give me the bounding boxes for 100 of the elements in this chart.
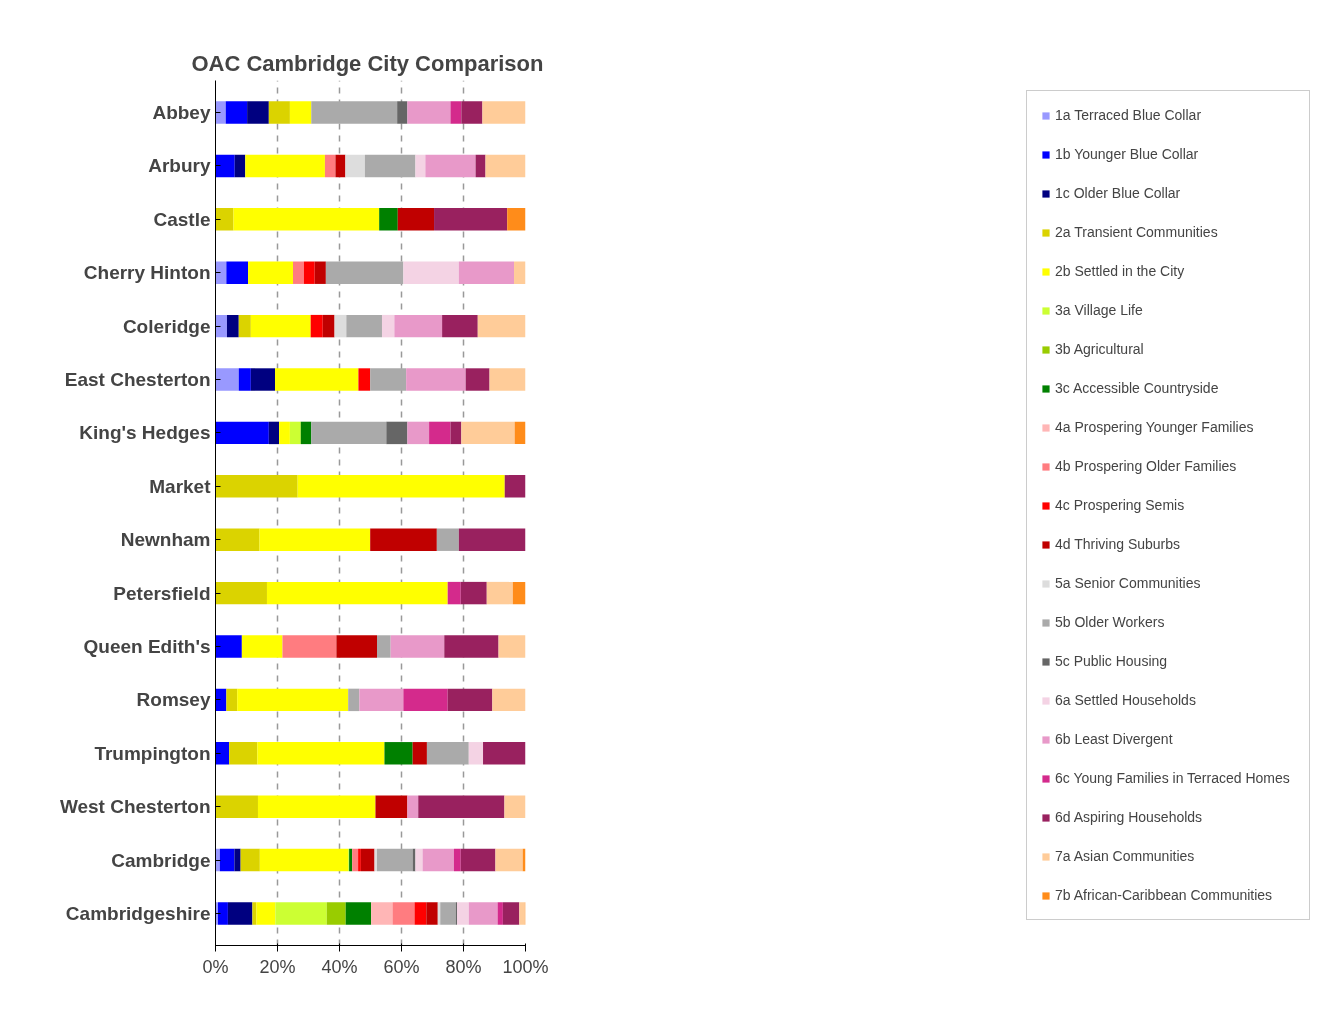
bar <box>406 368 466 391</box>
bar <box>275 902 327 925</box>
bar <box>303 261 315 284</box>
legend-label: 5c Public Housing <box>1055 652 1169 671</box>
bar <box>238 314 251 338</box>
legend-label: 1a Terraced Blue Collar <box>1055 106 1203 125</box>
bar <box>226 314 239 338</box>
y-tick-label: Cambridge <box>111 849 211 871</box>
y-tick-label: Coleridge <box>122 315 211 337</box>
bar <box>370 528 437 551</box>
bar <box>336 635 378 658</box>
x-tick-label: 100% <box>502 956 549 977</box>
legend-label: 3c Accessible Countryside <box>1055 379 1220 398</box>
y-tick-label: Romsey <box>136 689 211 711</box>
bar <box>279 421 290 445</box>
bar <box>266 581 448 605</box>
bar <box>407 101 451 124</box>
bar <box>215 742 230 765</box>
bar <box>397 208 435 231</box>
legend-label: 6d Aspiring Households <box>1055 808 1204 827</box>
bar <box>282 635 337 658</box>
bar <box>390 635 445 658</box>
bar <box>248 261 293 284</box>
bar <box>498 635 526 658</box>
bar <box>447 688 493 712</box>
bar <box>215 208 234 231</box>
bar <box>225 101 248 124</box>
bar <box>358 368 371 391</box>
bar <box>215 581 267 605</box>
bar <box>379 208 398 231</box>
bar <box>234 848 241 872</box>
bar <box>334 314 347 338</box>
bar <box>293 261 304 284</box>
bar <box>217 902 228 925</box>
bar <box>418 795 505 818</box>
bar <box>289 101 312 124</box>
bar <box>425 154 476 178</box>
bar <box>504 795 526 818</box>
bar <box>415 848 423 872</box>
bar <box>219 848 235 872</box>
bar <box>245 154 325 178</box>
y-tick-label: Market <box>149 475 212 497</box>
bar <box>392 902 415 925</box>
bar <box>403 688 448 712</box>
bar <box>259 528 371 551</box>
y-tick-label: Queen Edith's <box>83 635 211 657</box>
bar <box>502 902 520 925</box>
legend-label: 4d Thriving Suburbs <box>1055 535 1182 554</box>
legend-label: 5a Senior Communities <box>1055 574 1202 593</box>
bar <box>226 688 238 712</box>
legend-label: 7b African-Caribbean Communities <box>1055 886 1274 905</box>
bar <box>407 421 430 445</box>
bar <box>504 475 526 498</box>
y-tick-label: West Chesterton <box>59 796 211 818</box>
bar <box>345 154 365 178</box>
bar <box>346 314 382 338</box>
bar <box>440 902 456 925</box>
bar <box>326 902 346 925</box>
bar <box>514 421 526 445</box>
bar <box>507 208 526 231</box>
bar <box>233 208 380 231</box>
bar <box>348 688 360 712</box>
x-tick-label: 40% <box>321 956 358 977</box>
bar <box>311 101 398 124</box>
bar <box>371 902 393 925</box>
bar <box>360 848 375 872</box>
legend-label: 7a Asian Communities <box>1055 847 1196 866</box>
bar <box>450 101 462 124</box>
bar <box>345 902 372 925</box>
bar <box>247 101 269 124</box>
bar <box>422 848 454 872</box>
bar <box>407 795 419 818</box>
bar <box>397 101 408 124</box>
bar <box>447 581 461 605</box>
y-tick-label: Cherry Hinton <box>83 262 211 284</box>
bar <box>415 154 426 178</box>
bar <box>238 368 251 391</box>
y-tick-label: Cambridgeshire <box>65 902 211 924</box>
legend-label: 3b Agricultural <box>1055 340 1145 359</box>
bar <box>485 154 526 178</box>
legend-label: 5b Older Workers <box>1055 613 1166 632</box>
bar <box>412 742 427 765</box>
bar <box>268 421 280 445</box>
bar <box>364 154 416 178</box>
bar <box>460 848 496 872</box>
x-tick-label: 0% <box>202 956 229 977</box>
bar <box>377 848 413 872</box>
legend-label: 6a Settled Households <box>1055 691 1197 710</box>
bar <box>241 635 283 658</box>
bar <box>268 101 290 124</box>
bar <box>359 688 404 712</box>
bar <box>475 154 486 178</box>
legend-label: 2a Transient Communities <box>1055 223 1219 242</box>
bar <box>403 261 459 284</box>
y-tick-label: Petersfield <box>113 582 211 604</box>
bar <box>434 208 508 231</box>
bar <box>514 261 526 284</box>
bar <box>215 101 226 124</box>
bar <box>375 795 408 818</box>
bar <box>465 368 490 391</box>
